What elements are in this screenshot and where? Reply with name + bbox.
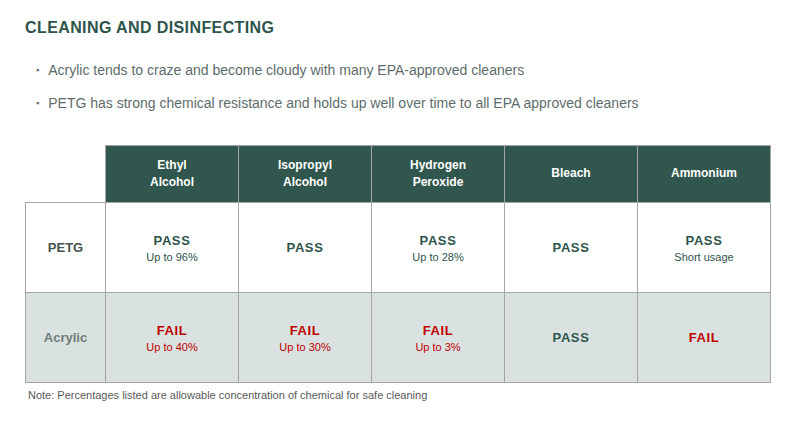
status-detail: Up to 30% [279,341,330,353]
status-detail: Short usage [674,251,733,263]
bullet-square-icon: ▪ [36,94,39,113]
row-label-petg: PETG [26,203,106,293]
cell-acrylic-ammonium: FAIL [638,293,771,383]
status-text: PASS [420,233,457,248]
bullet-list: ▪ Acrylic tends to craze and become clou… [36,61,639,127]
bullet-item-acrylic: ▪ Acrylic tends to craze and become clou… [36,61,639,80]
status-text: PASS [154,233,191,248]
bullet-square-icon: ▪ [36,61,39,80]
table-header-row: Ethyl Alcohol Isopropyl Alcohol Hydrogen… [26,146,771,203]
column-header-hydrogen-peroxide: Hydrogen Peroxide [372,146,505,203]
chemical-resistance-table: Ethyl Alcohol Isopropyl Alcohol Hydrogen… [25,145,771,383]
bullet-text: Acrylic tends to craze and become cloudy… [48,61,524,80]
table-row-petg: PETG PASS Up to 96% PASS PASS Up to 28% [26,203,771,293]
bullet-text: PETG has strong chemical resistance and … [48,94,638,113]
status-detail: Up to 40% [146,341,197,353]
page-title: CLEANING AND DISINFECTING [25,19,274,37]
cell-acrylic-ethyl-alcohol: FAIL Up to 40% [106,293,239,383]
status-text: FAIL [689,330,720,345]
column-header-ammonium: Ammonium [638,146,771,203]
status-detail: Up to 96% [146,251,197,263]
status-text: PASS [553,330,590,345]
status-text: FAIL [157,323,188,338]
column-header-bleach: Bleach [505,146,638,203]
status-text: PASS [553,240,590,255]
cell-acrylic-isopropyl-alcohol: FAIL Up to 30% [239,293,372,383]
status-detail: Up to 3% [415,341,460,353]
table-corner-cell [26,146,106,203]
status-text: FAIL [423,323,454,338]
status-text: PASS [287,240,324,255]
cell-acrylic-hydrogen-peroxide: FAIL Up to 3% [372,293,505,383]
table-row-acrylic: Acrylic FAIL Up to 40% FAIL Up to 30% FA… [26,293,771,383]
status-text: FAIL [290,323,321,338]
status-text: PASS [686,233,723,248]
column-header-isopropyl-alcohol: Isopropyl Alcohol [239,146,372,203]
column-header-ethyl-alcohol: Ethyl Alcohol [106,146,239,203]
bullet-item-petg: ▪ PETG has strong chemical resistance an… [36,94,639,113]
row-label-acrylic: Acrylic [26,293,106,383]
cell-petg-isopropyl-alcohol: PASS [239,203,372,293]
status-detail: Up to 28% [412,251,463,263]
cell-petg-ammonium: PASS Short usage [638,203,771,293]
cell-acrylic-bleach: PASS [505,293,638,383]
cell-petg-bleach: PASS [505,203,638,293]
footnote: Note: Percentages listed are allowable c… [28,389,427,401]
cell-petg-hydrogen-peroxide: PASS Up to 28% [372,203,505,293]
cell-petg-ethyl-alcohol: PASS Up to 96% [106,203,239,293]
